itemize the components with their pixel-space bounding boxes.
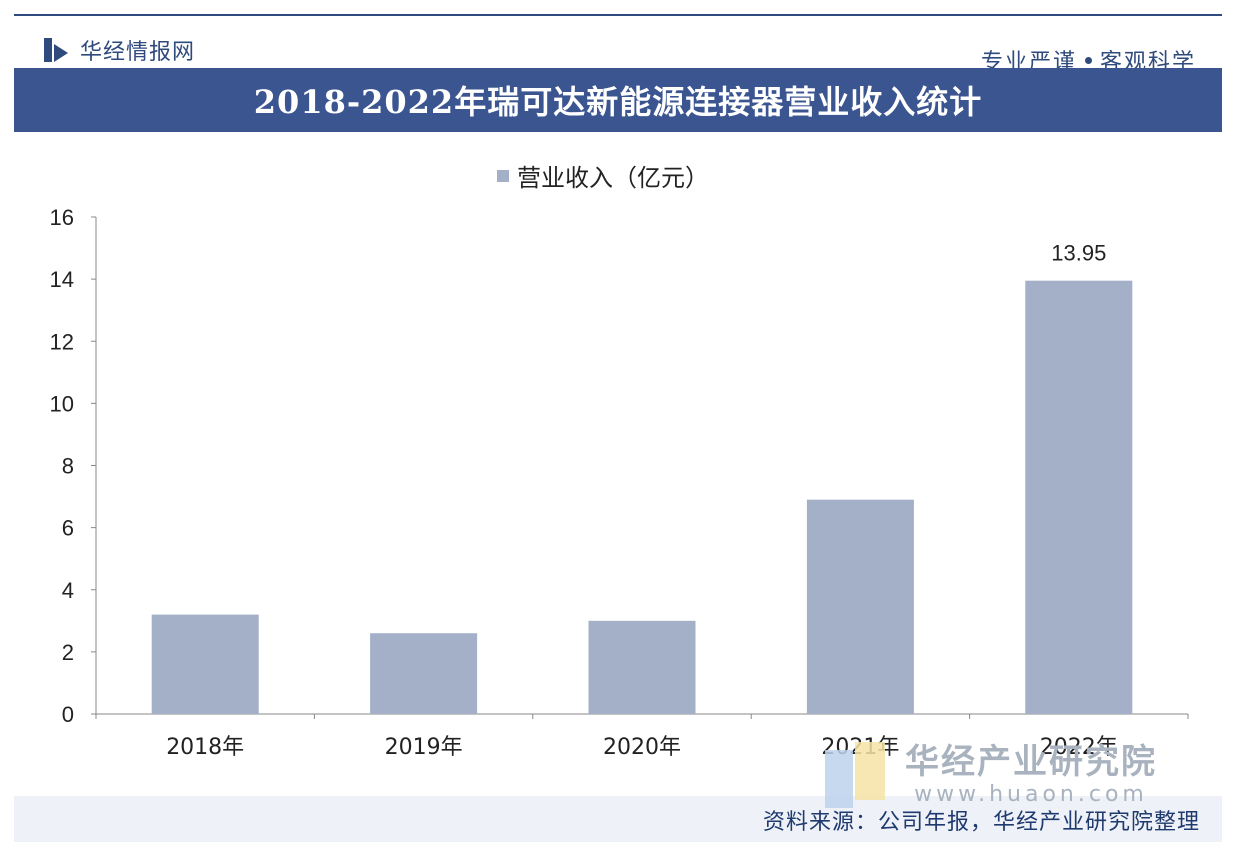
y-tick-label: 0 (62, 702, 74, 727)
bar (370, 633, 478, 714)
y-tick-label: 12 (50, 329, 74, 354)
brand-logo: 华经情报网 (44, 34, 195, 66)
brand-name: 华经情报网 (80, 40, 196, 65)
watermark-brand-cn: 华经产业研究院 (905, 742, 1157, 782)
y-tick-label: 4 (62, 578, 74, 603)
watermark-brand-en: www.huaon.com (914, 782, 1148, 807)
y-tick-label: 6 (62, 516, 74, 541)
source-note: 资料来源：公司年报，华经产业研究院整理 (762, 810, 1200, 835)
bar (588, 620, 696, 714)
bullet-dot-icon (1084, 56, 1092, 64)
y-tick-label: 10 (50, 391, 74, 416)
watermark-brand: 华经产业研究院 www.huaon.com (825, 742, 1157, 808)
x-tick-label: 2018年 (166, 735, 244, 760)
legend-swatch (497, 169, 509, 182)
bar (1025, 280, 1133, 714)
x-tick-label: 2020年 (603, 735, 681, 760)
watermark-logo-icon (825, 742, 891, 808)
y-tick-label: 16 (50, 205, 74, 230)
bar (151, 614, 259, 714)
x-tick-label: 2019年 (385, 735, 463, 760)
y-tick-label: 14 (50, 267, 74, 292)
y-tick-label: 2 (62, 640, 74, 665)
y-tick-label: 8 (62, 454, 74, 479)
legend: 营业收入（亿元） (497, 158, 709, 193)
footer-bar (14, 796, 1222, 842)
data-label: 13.95 (1051, 241, 1106, 266)
chart-title: 2018-2022年瑞可达新能源连接器营业收入统计 (14, 68, 1222, 132)
x-tick-label: 2022年 (1040, 735, 1118, 760)
bar (806, 499, 914, 714)
brand-logo-icon (44, 38, 70, 62)
legend-label: 营业收入（亿元） (517, 164, 709, 192)
